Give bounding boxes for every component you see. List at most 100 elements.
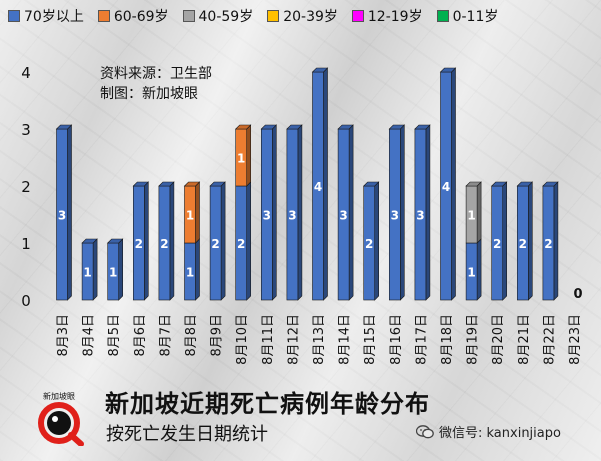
bar-top — [55, 124, 73, 130]
bar-data-label: 2 — [211, 237, 219, 251]
legend-swatch — [351, 10, 364, 22]
legend-swatch — [8, 10, 20, 22]
bar-top — [414, 124, 431, 130]
bar-side — [118, 238, 123, 301]
bar-top — [362, 181, 380, 187]
bar-side — [348, 124, 354, 301]
bar-top — [490, 181, 508, 187]
bar-side — [271, 124, 277, 301]
bar-top — [286, 124, 303, 130]
bar-data-label: 3 — [391, 209, 399, 223]
legend-swatch — [182, 10, 195, 22]
bar-side — [195, 181, 200, 244]
x-tick-label: 8月17日 — [414, 314, 429, 365]
bar-data-label: 1 — [467, 266, 475, 280]
bar-data-label: 1 — [186, 266, 194, 280]
bar-top — [542, 181, 559, 187]
bar-data-label: 3 — [58, 209, 66, 223]
y-tick-label: 1 — [21, 235, 31, 253]
source-note: 资料来源：卫生部 制图：新加坡眼 — [100, 64, 212, 104]
bar-top — [183, 181, 201, 187]
legend-item: 70岁以上 — [8, 6, 84, 26]
bar-top — [311, 67, 329, 73]
y-tick-label: 4 — [21, 64, 31, 82]
bar-side — [527, 181, 533, 301]
bar-side — [195, 238, 200, 301]
legend-swatch — [436, 10, 449, 22]
x-tick-label: 8月20日 — [491, 314, 506, 365]
legend-label: 40-59岁 — [198, 9, 254, 25]
bar-data-label: 1 — [109, 266, 117, 280]
bar-data-label: 2 — [493, 237, 501, 251]
bar-data-label: 1 — [237, 152, 245, 166]
legend-label: 12-19岁 — [367, 9, 423, 25]
x-tick-label: 8月9日 — [210, 314, 225, 357]
legend-item: 12-19岁 — [351, 6, 423, 26]
legend-label: 70岁以上 — [24, 9, 84, 25]
logo-text: 新加坡眼 — [43, 391, 75, 401]
bar-top — [234, 124, 252, 130]
bar-data-label: 3 — [263, 209, 271, 223]
bar-top — [158, 181, 175, 187]
x-tick-label: 8月4日 — [82, 314, 97, 357]
bar-top — [465, 181, 482, 187]
bar-top — [260, 124, 278, 130]
bar-side — [297, 124, 303, 301]
bar-side — [220, 181, 226, 301]
legend-swatch — [267, 10, 280, 22]
bar-data-label: 1 — [467, 209, 475, 223]
bar-data-label: 2 — [365, 237, 373, 251]
bar-data-label: 2 — [519, 237, 527, 251]
x-tick-label: 8月21日 — [517, 314, 532, 365]
bar-side — [399, 124, 405, 301]
bar-data-label: 2 — [544, 237, 552, 251]
x-tick-label: 8月23日 — [568, 314, 583, 365]
x-tick-label: 8月15日 — [363, 314, 378, 365]
wechat-id: 微信号: kanxinjiapo — [416, 422, 561, 441]
bar-data-label: 3 — [288, 209, 296, 223]
bar-side — [476, 238, 482, 301]
legend-label: 20-39岁 — [283, 9, 338, 25]
x-tick-label: 8月3日 — [56, 314, 71, 357]
bar-data-label: 0 — [573, 287, 582, 302]
bar-data-label: 2 — [160, 237, 168, 251]
bar-side — [502, 181, 508, 301]
bar-top — [81, 238, 98, 244]
bar-data-label: 3 — [339, 209, 347, 223]
stacked-bar-chart: 0 1 2 3 4 3 8月3日 1 8月4日 1 8月5日 2 8月6日 2 8月7日 1 1 8月8日 2 8月9… — [21, 64, 583, 365]
bar-top — [209, 181, 226, 187]
x-tick-label: 8月5日 — [107, 314, 122, 357]
y-tick-label: 2 — [21, 178, 31, 196]
x-tick-label: 8月11日 — [261, 314, 276, 365]
singapore-eye-logo-icon: 新加坡眼 — [38, 391, 84, 446]
bar-top — [132, 181, 150, 187]
bar-data-label: 2 — [237, 237, 245, 251]
x-tick-label: 8月18日 — [440, 314, 455, 365]
bar-top — [388, 124, 406, 130]
bar-top — [106, 238, 124, 244]
bar-side — [169, 181, 175, 301]
credit-line: 制图：新加坡眼 — [100, 86, 198, 102]
bar-side — [67, 124, 72, 301]
bar-data-label: 2 — [135, 237, 143, 251]
bar-top — [516, 181, 534, 187]
legend-item: 20-39岁 — [267, 6, 338, 26]
x-tick-label: 8月22日 — [542, 314, 557, 365]
legend-label: 0-11岁 — [452, 9, 499, 25]
bar-side — [374, 181, 380, 301]
x-tick-label: 8月12日 — [286, 314, 301, 365]
bar-side — [323, 67, 328, 301]
source-line: 资料来源：卫生部 — [100, 66, 212, 82]
y-tick-label: 3 — [21, 121, 31, 139]
wechat-icon — [416, 424, 434, 438]
x-tick-label: 8月8日 — [184, 314, 199, 357]
bar-side — [144, 181, 149, 301]
bar-top — [337, 124, 354, 130]
bar-side — [553, 181, 559, 301]
x-tick-label: 8月14日 — [338, 314, 353, 365]
chart-subtitle: 按死亡发生日期统计 — [106, 424, 268, 445]
bar-side — [92, 238, 98, 301]
bar-side — [246, 124, 251, 187]
x-tick-label: 8月13日 — [312, 314, 327, 365]
bar-data-label: 4 — [442, 180, 450, 194]
